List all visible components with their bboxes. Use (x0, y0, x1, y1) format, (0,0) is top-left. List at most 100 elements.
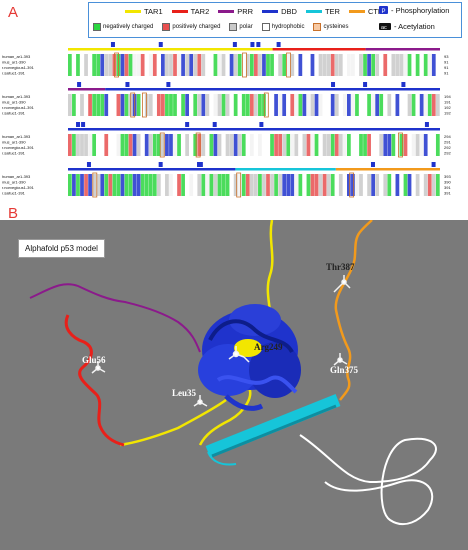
residue-column (92, 134, 97, 156)
residue-column (193, 134, 198, 156)
residue-column (132, 134, 137, 156)
residue-column (201, 134, 206, 156)
residue-column (108, 174, 113, 196)
residue-column (355, 94, 359, 116)
legend-ctr: CTR (348, 7, 383, 16)
residue-column (124, 174, 129, 196)
residue-column (371, 94, 376, 116)
sequence-name: mus_ar1-390 (2, 100, 26, 105)
residue-column (415, 174, 420, 196)
residue-column (201, 54, 206, 76)
phospho-marker (401, 82, 406, 87)
residue-column (120, 134, 125, 156)
residue-column (286, 134, 291, 156)
residue-column (233, 54, 238, 76)
residue-column (290, 174, 295, 196)
phospho-marker (166, 82, 171, 87)
residue-column (330, 94, 335, 116)
residue-column (241, 134, 246, 156)
residue-column (96, 54, 101, 76)
sequence-end: 294 (444, 134, 451, 139)
phospho-marker (158, 42, 163, 47)
phospho-marker (259, 122, 264, 127)
residue-column (177, 54, 181, 76)
phospho-marker (431, 162, 436, 167)
residue-column (407, 94, 412, 116)
domain-bar (235, 168, 336, 171)
sequence-end: 191 (444, 100, 451, 105)
domain-bar (335, 168, 440, 171)
residue-column (274, 174, 278, 196)
residue-column (213, 174, 218, 196)
ter-tail (207, 451, 237, 466)
sequence-end: 91 (444, 71, 449, 76)
residue-column (326, 54, 331, 76)
residue-column (330, 174, 335, 196)
residue-column (185, 94, 190, 116)
phospho-marker (76, 122, 81, 127)
residue-column (165, 174, 169, 196)
residue-column (278, 134, 283, 156)
residue-column (156, 134, 161, 156)
residue-column (298, 174, 303, 196)
residue-column (249, 94, 254, 116)
residue-column (278, 174, 283, 196)
phospho-marker (212, 122, 217, 127)
residue-column (359, 134, 363, 156)
label-gln375: Gln375 (330, 365, 359, 375)
residue-column (169, 94, 173, 116)
residue-column (249, 134, 254, 156)
phospho-marker (331, 82, 336, 87)
residue-column (310, 54, 315, 76)
sequence-name: human_ar1-393 (2, 174, 31, 179)
sequence-name: mus_ar1-390 (2, 180, 26, 185)
residue-column (347, 174, 351, 196)
residue-column (80, 174, 84, 196)
residue-column (419, 94, 424, 116)
sequence-name: r.norvegicus1-391 (2, 65, 35, 70)
residue-column (314, 134, 319, 156)
residue-column (367, 54, 371, 76)
phospho-marker (424, 122, 429, 127)
residue-column (431, 94, 436, 116)
residue-column (278, 54, 283, 76)
residue-column (298, 54, 303, 76)
residue-column (225, 174, 230, 196)
acetylation-icon: ac (379, 22, 391, 31)
residue-column (387, 134, 392, 156)
residue-column (351, 94, 355, 116)
residue-column (92, 174, 97, 196)
residue-column (258, 94, 262, 116)
residue-column (136, 134, 141, 156)
residue-column (403, 174, 408, 196)
residue-column (120, 54, 125, 76)
residue-sticks (91, 275, 351, 407)
sequence-end: 391 (444, 191, 451, 196)
residue-column (290, 94, 295, 116)
svg-text:ac: ac (381, 25, 387, 31)
residue-column (294, 94, 299, 116)
residue-column (367, 174, 371, 196)
phospho-marker (276, 42, 281, 47)
residue-column (189, 54, 194, 76)
residue-column (68, 134, 72, 156)
residue-column (254, 174, 258, 196)
residue-column (403, 54, 408, 76)
residue-column (173, 134, 177, 156)
phospho-marker (256, 42, 261, 47)
residue-column (306, 134, 311, 156)
residue-column (148, 94, 153, 116)
residue-column (132, 174, 137, 196)
residue-column (189, 174, 194, 196)
residue-column (88, 94, 92, 116)
residue-column (286, 54, 291, 76)
residue-column (270, 54, 274, 76)
residue-column (326, 174, 331, 196)
residue-column (237, 54, 242, 76)
residue-column (298, 94, 303, 116)
residue-column (197, 174, 202, 196)
residue-column (330, 54, 335, 76)
residue-column (338, 134, 343, 156)
cysteine-box (159, 132, 165, 158)
sequence-name: r.norvegicus1-391 (2, 145, 35, 150)
